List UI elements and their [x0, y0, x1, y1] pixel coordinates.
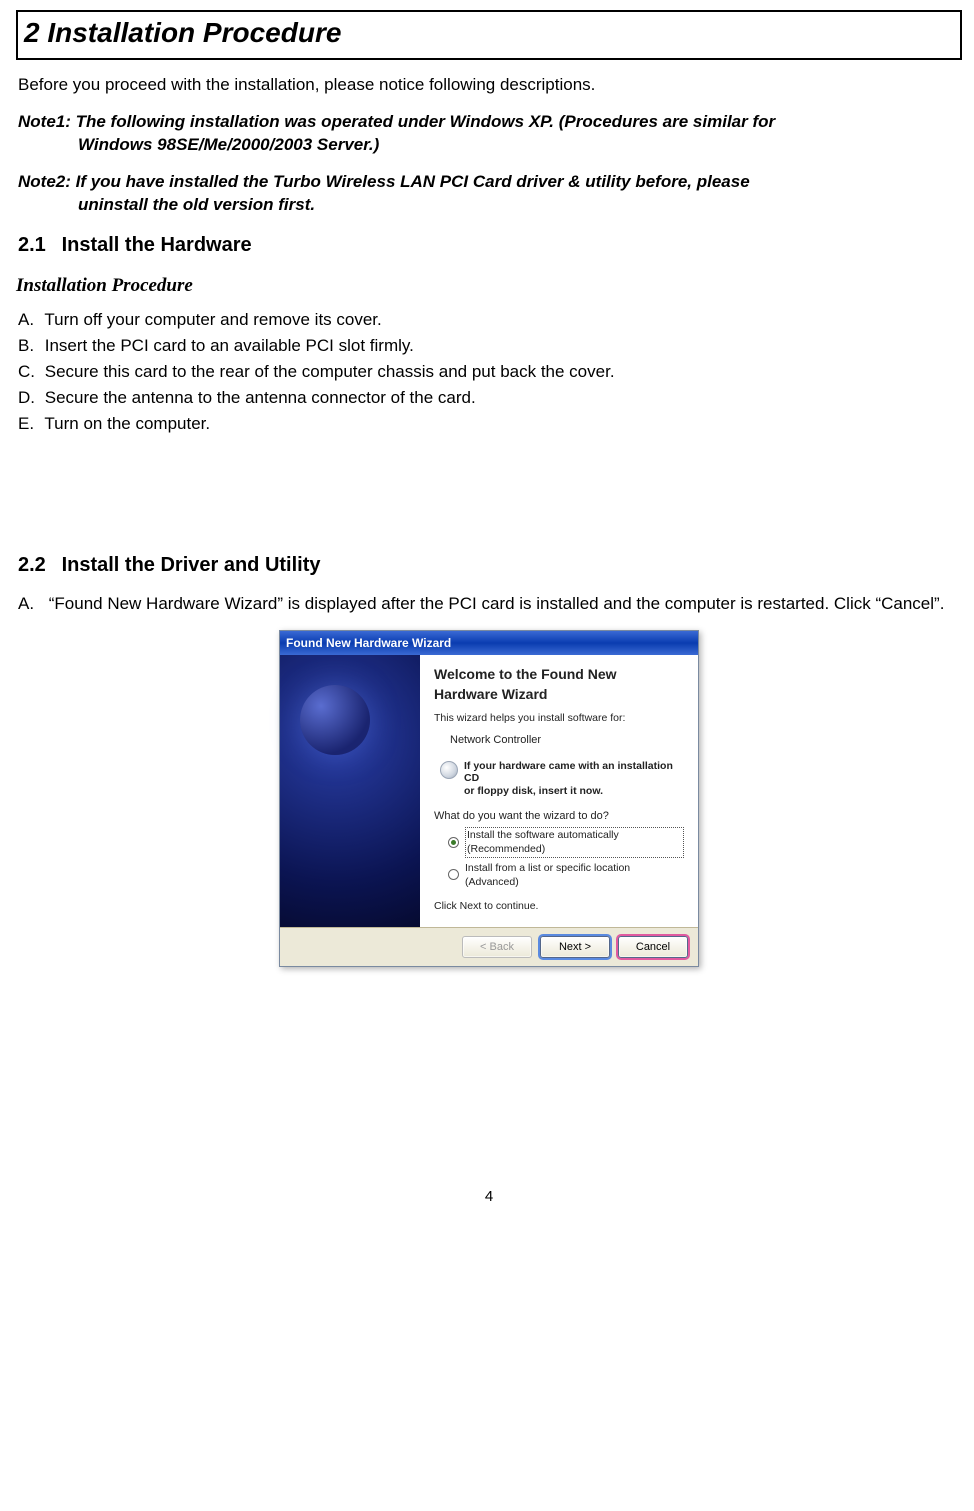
- dialog-title: Found New Hardware Wizard: [286, 635, 451, 651]
- list-item: A. Turn off your computer and remove its…: [18, 309, 962, 332]
- step-text: Secure the antenna to the antenna connec…: [45, 388, 476, 407]
- hardware-steps-list: A. Turn off your computer and remove its…: [18, 309, 962, 436]
- note1-line1: Note1: The following installation was op…: [18, 112, 775, 131]
- cd-icon: [440, 761, 458, 779]
- step-letter: A.: [18, 309, 40, 332]
- dialog-main: Welcome to the Found New Hardware Wizard…: [420, 655, 698, 927]
- step-letter: B.: [18, 335, 40, 358]
- note2-line1: Note2: If you have installed the Turbo W…: [18, 172, 750, 191]
- dialog-body: Welcome to the Found New Hardware Wizard…: [280, 655, 698, 927]
- section-2-1-title: Install the Hardware: [62, 234, 252, 256]
- list-item: C. Secure this card to the rear of the c…: [18, 361, 962, 384]
- dialog-device-name: Network Controller: [450, 733, 684, 748]
- wizard-dialog-wrapper: Found New Hardware Wizard Welcome to the…: [279, 630, 699, 967]
- list-item: E. Turn on the computer.: [18, 413, 962, 436]
- dialog-footer: < Back Next > Cancel: [280, 927, 698, 966]
- step-letter: C.: [18, 361, 40, 384]
- radio-label-list: Install from a list or specific location…: [465, 861, 684, 889]
- dialog-sub-text: This wizard helps you install software f…: [434, 711, 684, 725]
- dialog-cd-text: If your hardware came with an installati…: [464, 760, 684, 798]
- dialog-continue-text: Click Next to continue.: [434, 899, 684, 913]
- section-2-1-number: 2.1: [18, 232, 56, 259]
- section-2-1-heading: 2.1 Install the Hardware: [18, 232, 962, 259]
- cancel-button[interactable]: Cancel: [618, 936, 688, 958]
- note1: Note1: The following installation was op…: [18, 111, 962, 157]
- note1-line2: Windows 98SE/Me/2000/2003 Server.): [18, 134, 962, 157]
- step-letter: D.: [18, 387, 40, 410]
- section-2-2-heading: 2.2 Install the Driver and Utility: [18, 552, 962, 579]
- step-text: Turn on the computer.: [44, 414, 210, 433]
- radio-option-auto[interactable]: Install the software automatically (Reco…: [448, 827, 684, 857]
- intro-paragraph: Before you proceed with the installation…: [18, 74, 962, 97]
- note2: Note2: If you have installed the Turbo W…: [18, 171, 962, 217]
- step-a-letter: A.: [18, 593, 44, 616]
- back-button: < Back: [462, 936, 532, 958]
- dialog-titlebar: Found New Hardware Wizard: [280, 631, 698, 655]
- page-number: 4: [16, 1187, 962, 1207]
- radio-label-auto: Install the software automatically (Reco…: [465, 827, 684, 857]
- step-letter: E.: [18, 413, 40, 436]
- list-item: B. Insert the PCI card to an available P…: [18, 335, 962, 358]
- chapter-title: 2 Installation Procedure: [24, 14, 954, 52]
- dialog-cd-hint: If your hardware came with an installati…: [440, 760, 684, 798]
- section-2-2-number: 2.2: [18, 552, 56, 579]
- chapter-title-box: 2 Installation Procedure: [16, 10, 962, 60]
- radio-icon: [448, 837, 459, 848]
- dialog-sidebar-image: [280, 655, 420, 927]
- installation-procedure-subheading: Installation Procedure: [16, 273, 962, 299]
- step-text: Insert the PCI card to an available PCI …: [45, 336, 414, 355]
- step-text: Secure this card to the rear of the comp…: [45, 362, 615, 381]
- dialog-question: What do you want the wizard to do?: [434, 809, 684, 824]
- found-new-hardware-wizard-dialog: Found New Hardware Wizard Welcome to the…: [279, 630, 699, 967]
- radio-icon: [448, 869, 459, 880]
- radio-option-list[interactable]: Install from a list or specific location…: [448, 861, 684, 889]
- next-button[interactable]: Next >: [540, 936, 610, 958]
- step-a-row: A. “Found New Hardware Wizard” is displa…: [18, 593, 962, 616]
- note2-line2: uninstall the old version first.: [18, 194, 962, 217]
- step-text: Turn off your computer and remove its co…: [44, 310, 381, 329]
- dialog-heading-line1: Welcome to the Found New: [434, 665, 684, 684]
- dialog-heading-line2: Hardware Wizard: [434, 685, 684, 704]
- list-item: D. Secure the antenna to the antenna con…: [18, 387, 962, 410]
- cd-line2: or floppy disk, insert it now.: [464, 785, 603, 797]
- step-a-text: “Found New Hardware Wizard” is displayed…: [49, 593, 959, 616]
- cd-line1: If your hardware came with an installati…: [464, 760, 673, 785]
- section-2-2-title: Install the Driver and Utility: [62, 554, 321, 576]
